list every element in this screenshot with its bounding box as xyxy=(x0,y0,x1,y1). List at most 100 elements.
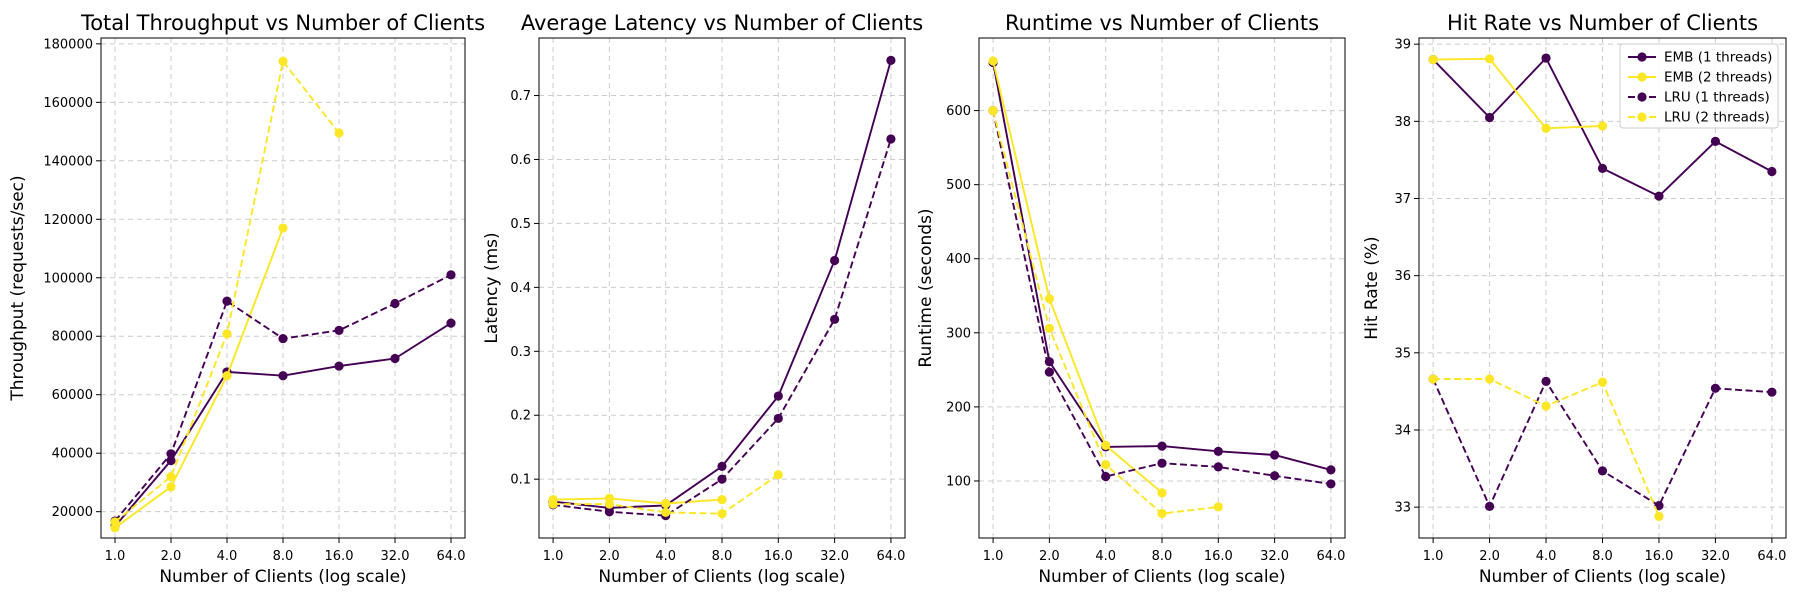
data-point xyxy=(334,325,344,335)
data-point xyxy=(988,105,998,116)
data-point xyxy=(166,471,176,482)
data-point xyxy=(446,270,456,280)
data-point xyxy=(1428,374,1438,384)
chart-title: Hit Rate vs Number of Clients xyxy=(1447,11,1758,35)
data-point xyxy=(1157,458,1167,468)
series-line xyxy=(553,473,779,515)
data-point xyxy=(830,255,840,266)
y-tick-label: 300 xyxy=(946,326,971,341)
series-line xyxy=(114,227,284,529)
data-point xyxy=(1710,136,1721,146)
data-point xyxy=(1101,460,1111,470)
y-tick-label: 0.3 xyxy=(510,345,531,360)
data-point xyxy=(1710,383,1721,393)
x-axis-label: Number of Clients (log scale) xyxy=(1479,567,1726,587)
x-tick-label: 4.0 xyxy=(1536,549,1557,564)
data-point xyxy=(1597,466,1608,476)
x-tick-label: 1.0 xyxy=(983,549,1004,564)
data-point xyxy=(1213,502,1223,512)
data-point xyxy=(222,371,232,381)
x-tick-label: 16.0 xyxy=(1204,549,1233,564)
data-point xyxy=(1767,387,1777,397)
x-tick-label: 64.0 xyxy=(437,549,466,564)
chart-panel-1: 1.0 2.0 4.0 8.0 16.0 32.0 64.0 20000 40000 60000 8… xyxy=(8,11,485,587)
y-tick-label: 0.6 xyxy=(510,153,531,168)
y-tick-label: 34 xyxy=(1394,423,1411,438)
data-point xyxy=(548,499,558,509)
x-axis-label: Number of Clients (log scale) xyxy=(159,567,406,587)
data-point xyxy=(278,333,288,344)
data-point xyxy=(222,329,232,339)
data-point xyxy=(1270,450,1280,460)
data-point xyxy=(1767,166,1777,177)
data-point xyxy=(446,318,456,328)
legend: EMB (1 threads) EMB (2 threads) LRU (1 thr… xyxy=(1619,43,1779,129)
legend-entry: EMB (1 threads) xyxy=(1664,50,1772,66)
data-point xyxy=(1157,488,1167,498)
data-point xyxy=(604,499,614,509)
series-line xyxy=(553,497,723,505)
x-tick-label: 32.0 xyxy=(820,549,849,564)
data-point xyxy=(1484,112,1495,123)
data-point xyxy=(661,498,671,509)
y-tick-label: 100 xyxy=(946,474,971,489)
y-tick-label: 35 xyxy=(1394,346,1411,361)
data-point xyxy=(334,361,344,371)
legend-box xyxy=(1619,43,1779,129)
data-point xyxy=(390,353,400,364)
y-tick-label: 0.1 xyxy=(510,473,531,488)
data-point xyxy=(1326,465,1336,475)
y-tick-label: 120000 xyxy=(43,213,93,228)
chart-panel-3: 1.0 2.0 4.0 8.0 16.0 32.0 64.0 100 200 300 400 500 6… xyxy=(916,11,1346,587)
y-tick-label: 38 xyxy=(1394,115,1411,130)
y-tick-label: 140000 xyxy=(43,154,93,169)
data-point xyxy=(278,56,288,66)
chart-panel-4: 1.0 2.0 4.0 8.0 16.0 32.0 64.0 33 34 35 36 37 38 39 Hi… xyxy=(1362,11,1787,587)
x-tick-label: 64.0 xyxy=(1757,549,1786,564)
legend-entry: EMB (2 threads) xyxy=(1664,70,1772,86)
y-tick-label: 0.4 xyxy=(510,281,531,296)
axes-frame xyxy=(978,37,1346,539)
data-point xyxy=(1541,401,1551,411)
x-tick-label: 8.0 xyxy=(1592,549,1613,564)
data-point xyxy=(1044,367,1054,377)
legend-entry: LRU (1 threads) xyxy=(1664,90,1770,106)
data-point xyxy=(1484,501,1495,511)
data-point xyxy=(1654,511,1664,521)
axes-frame xyxy=(538,37,906,539)
series-line xyxy=(992,60,1163,494)
x-tick-label: 2.0 xyxy=(1039,549,1060,564)
y-tick-label: 600 xyxy=(946,104,971,119)
x-tick-label: 16.0 xyxy=(1644,549,1673,564)
x-tick-label: 64.0 xyxy=(876,549,905,564)
y-tick-label: 37 xyxy=(1394,192,1411,207)
data-point xyxy=(1326,479,1336,489)
chart-title: Runtime vs Number of Clients xyxy=(1005,11,1319,35)
x-tick-label: 16.0 xyxy=(325,549,354,564)
data-point xyxy=(1484,374,1495,384)
data-point xyxy=(110,517,120,527)
x-tick-label: 32.0 xyxy=(1701,549,1730,564)
x-tick-label: 4.0 xyxy=(655,549,676,564)
data-point xyxy=(166,449,176,459)
data-point xyxy=(1213,446,1223,456)
data-point xyxy=(773,470,783,480)
chart-title: Average Latency vs Number of Clients xyxy=(521,11,923,35)
y-tick-label: 60000 xyxy=(52,388,93,403)
y-tick-label: 0.7 xyxy=(510,89,531,104)
legend-swatch-marker xyxy=(1637,92,1647,102)
data-point xyxy=(988,56,998,66)
x-tick-label: 4.0 xyxy=(217,549,238,564)
data-point xyxy=(886,134,896,144)
data-point xyxy=(1157,441,1167,451)
data-point xyxy=(661,507,671,518)
axes-frame xyxy=(1418,37,1787,539)
x-axis-label: Number of Clients (log scale) xyxy=(1038,567,1285,587)
y-tick-label: 500 xyxy=(946,178,971,193)
grid xyxy=(101,38,465,538)
x-tick-label: 2.0 xyxy=(599,549,620,564)
y-axis-label: Throughput (requests/sec) xyxy=(8,175,28,401)
x-tick-label: 64.0 xyxy=(1316,549,1345,564)
x-tick-label: 32.0 xyxy=(381,549,410,564)
